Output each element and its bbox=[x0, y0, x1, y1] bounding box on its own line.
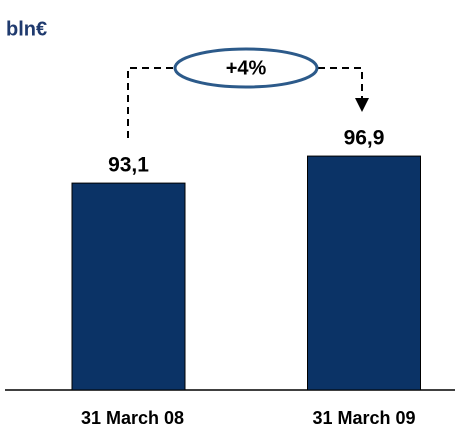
chart-title: bln€ bbox=[6, 18, 47, 40]
bar bbox=[307, 155, 421, 391]
change-badge bbox=[173, 47, 319, 89]
annotation: +4% bbox=[226, 57, 267, 79]
arrow-head bbox=[355, 98, 369, 112]
bar bbox=[71, 182, 186, 391]
value-label: 93,1 bbox=[108, 154, 149, 177]
x-tick-label: 31 March 09 bbox=[312, 408, 415, 428]
x-tick-label: 31 March 08 bbox=[81, 408, 184, 428]
value-label: 96,9 bbox=[344, 127, 385, 150]
connector bbox=[127, 67, 363, 138]
